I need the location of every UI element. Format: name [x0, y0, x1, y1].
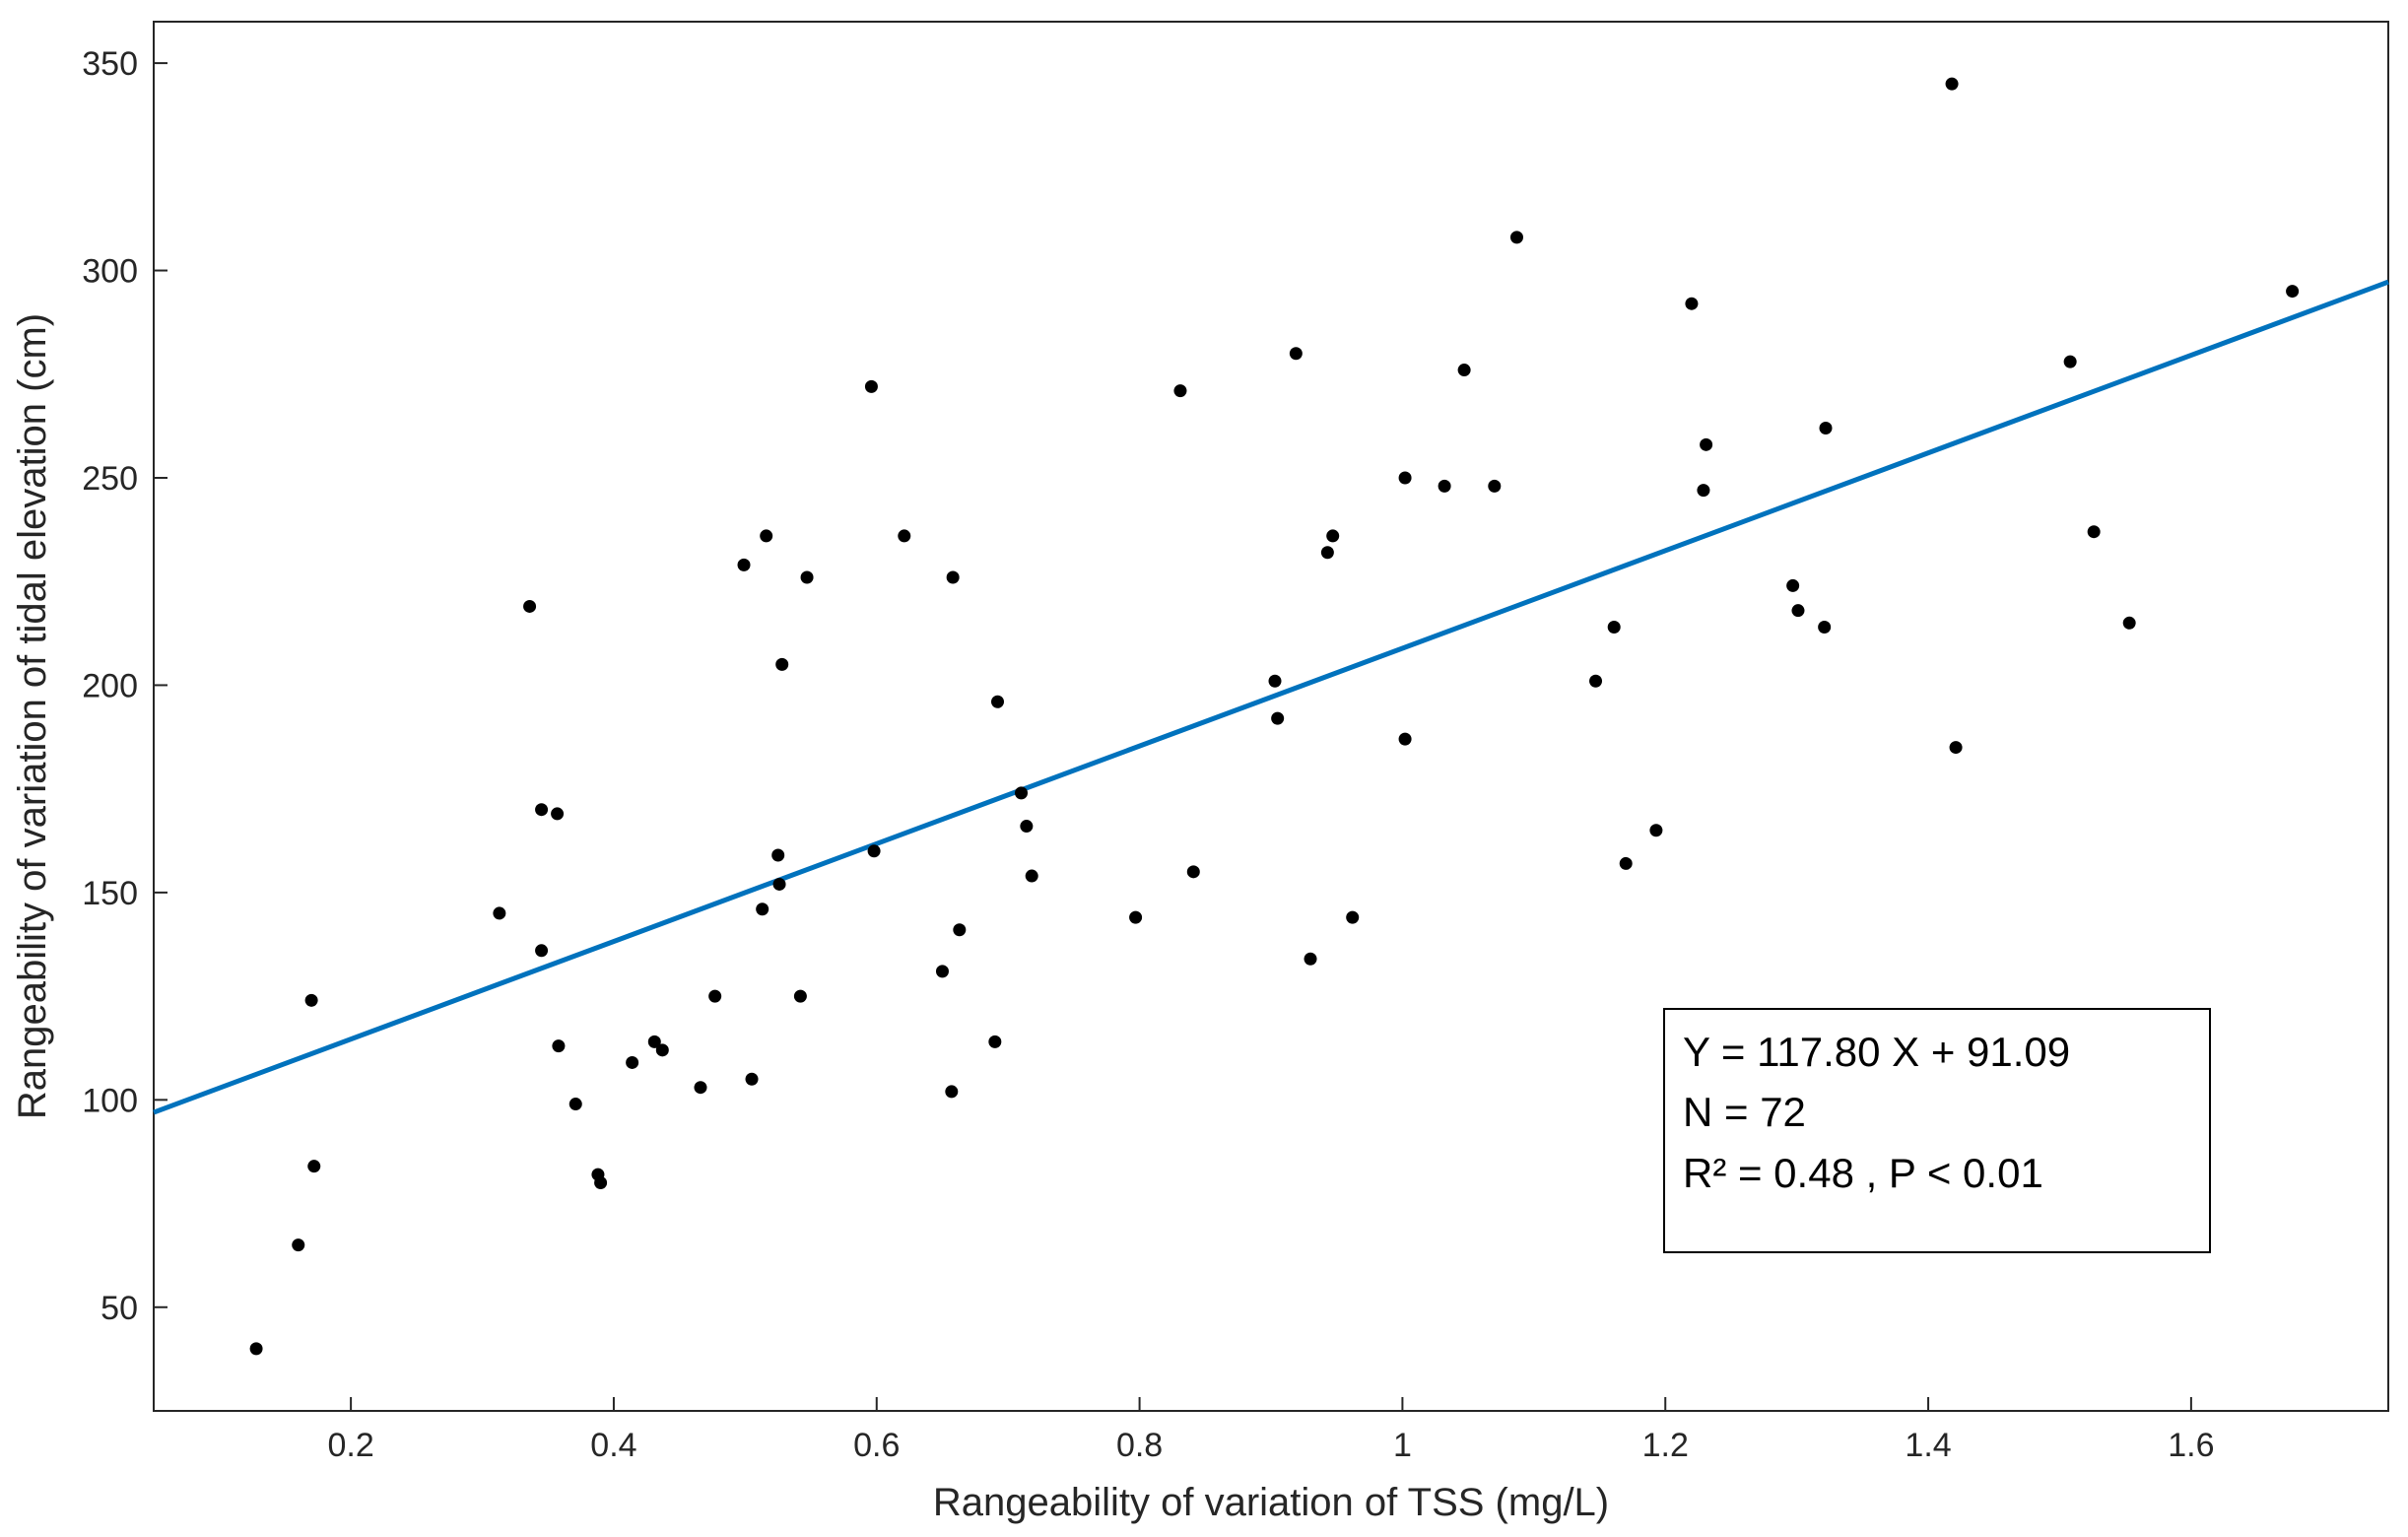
data-point — [1398, 732, 1412, 746]
regression-equation: Y = 117.80 X + 91.09 — [1683, 1029, 2070, 1075]
data-point — [626, 1055, 639, 1069]
data-point — [551, 807, 565, 821]
data-point — [292, 1238, 305, 1252]
data-point — [569, 1098, 582, 1111]
y-tick-label: 300 — [82, 253, 138, 291]
data-point — [1791, 604, 1805, 618]
y-tick-label: 50 — [100, 1290, 138, 1327]
data-point — [1015, 786, 1029, 800]
data-point — [1819, 421, 1833, 434]
data-point — [655, 1043, 669, 1057]
data-point — [1025, 869, 1038, 883]
data-point — [708, 989, 722, 1003]
y-tick-label: 350 — [82, 45, 138, 83]
data-point — [745, 1072, 759, 1086]
data-point — [760, 529, 773, 543]
data-point — [1488, 479, 1502, 493]
data-point — [2063, 355, 2077, 368]
x-tick-label: 1.2 — [1642, 1427, 1689, 1464]
data-point — [1607, 621, 1621, 635]
x-tick-label: 0.4 — [590, 1427, 636, 1464]
x-axis-title: Rangeability of variation of TSS (mg/L) — [933, 1481, 1609, 1524]
data-point — [991, 695, 1005, 708]
data-point — [1509, 231, 1523, 244]
data-point — [2122, 616, 2136, 630]
data-point — [935, 965, 949, 978]
data-point — [523, 599, 537, 613]
x-tick-label: 1.6 — [2168, 1427, 2214, 1464]
data-point — [771, 848, 785, 862]
data-point — [1173, 384, 1187, 398]
data-point — [1685, 297, 1699, 310]
data-point — [1129, 910, 1143, 924]
data-point — [775, 657, 789, 671]
r-squared-p-value: R² = 0.48 , P < 0.01 — [1683, 1150, 2043, 1196]
data-point — [772, 877, 786, 891]
data-point — [864, 379, 878, 393]
y-axis-title: Rangeability of variation of tidal eleva… — [11, 313, 54, 1119]
data-point — [737, 558, 751, 571]
regression-line — [153, 279, 2389, 1115]
data-point — [1945, 77, 1959, 91]
data-point — [647, 1035, 661, 1048]
data-point — [1619, 856, 1633, 870]
data-point — [1949, 741, 1963, 755]
x-tick-label: 0.8 — [1116, 1427, 1163, 1464]
data-point — [1649, 824, 1663, 837]
y-tick-label: 150 — [82, 875, 138, 912]
data-point — [535, 803, 549, 817]
data-point — [1589, 674, 1603, 688]
data-point — [2286, 285, 2300, 299]
x-tick-label: 0.6 — [853, 1427, 900, 1464]
data-points — [249, 77, 2300, 1356]
data-point — [800, 570, 814, 584]
data-point — [1304, 952, 1317, 966]
data-point — [552, 1039, 566, 1053]
data-point — [493, 906, 506, 920]
data-point — [1697, 484, 1710, 498]
data-point — [2087, 525, 2101, 539]
data-point — [249, 1342, 263, 1356]
data-point — [1786, 578, 1800, 592]
data-point — [1398, 471, 1412, 485]
y-tick-label: 100 — [82, 1082, 138, 1119]
data-point — [1271, 711, 1285, 725]
data-point — [1320, 546, 1334, 560]
data-point — [307, 1160, 321, 1173]
x-tick-label: 1 — [1393, 1427, 1412, 1464]
data-point — [756, 902, 769, 916]
data-point — [945, 1085, 959, 1099]
data-point — [1457, 364, 1471, 377]
x-tick-label: 0.2 — [327, 1427, 373, 1464]
data-point — [1438, 479, 1451, 493]
stats-box-frame — [1663, 1008, 2211, 1253]
data-point — [1186, 865, 1200, 879]
data-point — [898, 529, 911, 543]
sample-size: N = 72 — [1683, 1089, 1806, 1135]
data-point — [1268, 674, 1282, 688]
data-point — [793, 989, 807, 1003]
y-tick-label: 250 — [82, 460, 138, 498]
x-tick-label: 1.4 — [1905, 1427, 1951, 1464]
data-point — [535, 944, 549, 958]
data-point — [304, 993, 318, 1007]
data-point — [1700, 437, 1713, 451]
data-point — [1346, 910, 1360, 924]
data-point — [594, 1176, 608, 1190]
y-tick-label: 200 — [82, 667, 138, 704]
data-point — [694, 1081, 707, 1095]
data-point — [1326, 529, 1340, 543]
data-point — [953, 923, 967, 937]
data-point — [1289, 347, 1303, 361]
data-point — [1020, 820, 1034, 834]
data-point — [1818, 621, 1832, 635]
data-point — [946, 570, 960, 584]
data-point — [988, 1035, 1002, 1048]
stats-box: Y = 117.80 X + 91.09 N = 72 R² = 0.48 , … — [1663, 1008, 2211, 1253]
data-point — [867, 844, 881, 858]
axis-ticks: 0.2 0.4 0.6 0.8 1 1.2 1.4 1.6 50 100 150 200 250 300 3… — [82, 45, 2214, 1464]
